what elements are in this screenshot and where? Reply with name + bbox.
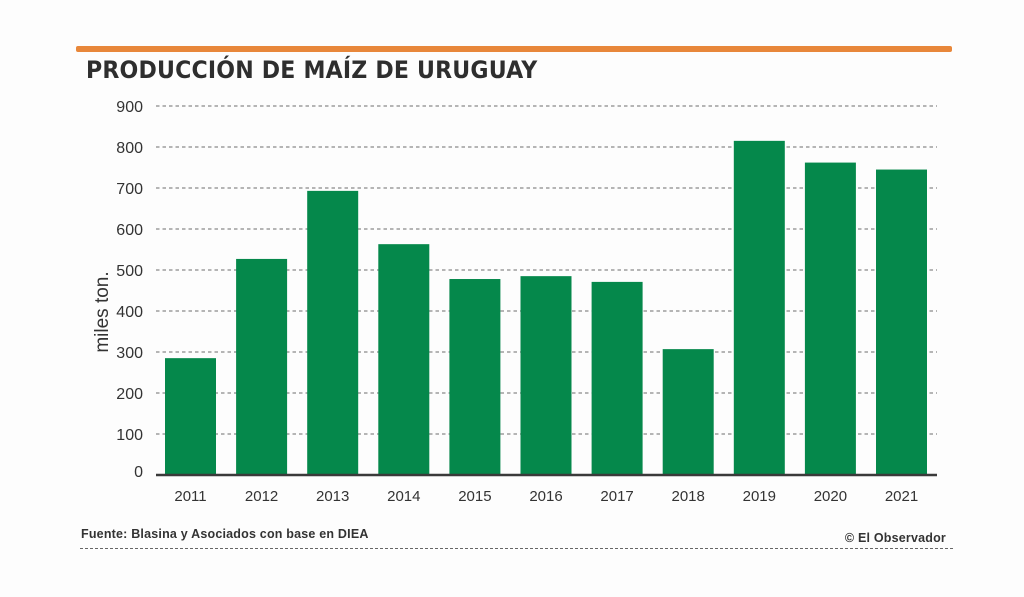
x-axis-ticks: 2011 2012 2013 2014 2015 2016 2017 2018 2019 2020… — [174, 488, 918, 505]
y-axis-ticks: 0 100 200 300 400 500 600 700 800 900 — [116, 99, 143, 481]
header-accent-rule — [76, 46, 952, 52]
x-tick-label: 2014 — [387, 488, 420, 505]
bar-2020 — [804, 162, 856, 475]
x-tick-label: 2016 — [529, 488, 562, 505]
y-axis-label: miles ton. — [92, 271, 113, 352]
bar-2018 — [662, 349, 714, 475]
y-tick-label: 200 — [116, 386, 143, 403]
x-tick-label: 2018 — [672, 488, 705, 505]
y-tick-label: 100 — [116, 427, 143, 444]
x-tick-label: 2012 — [245, 488, 278, 505]
footer-divider — [80, 548, 953, 549]
x-tick-label: 2011 — [174, 488, 206, 505]
y-tick-label: 0 — [134, 464, 143, 481]
chart-title: PRODUCCIÓN DE MAÍZ DE URUGUAY — [86, 56, 538, 84]
bar-2012 — [236, 258, 288, 475]
credit-note: © El Observador — [844, 531, 946, 545]
y-tick-label: 900 — [116, 99, 143, 116]
bars — [165, 140, 927, 476]
bar-2015 — [449, 279, 501, 475]
bar-2014 — [378, 244, 430, 475]
bar-2021 — [876, 169, 927, 476]
x-tick-label: 2019 — [743, 488, 776, 505]
source-note: Fuente: Blasina y Asociados con base en … — [81, 527, 369, 541]
x-tick-label: 2013 — [316, 488, 349, 505]
y-tick-label: 800 — [116, 140, 143, 157]
bar-2013 — [307, 190, 359, 475]
x-tick-label: 2015 — [458, 488, 491, 505]
x-tick-label: 2017 — [600, 488, 633, 505]
y-tick-label: 700 — [116, 181, 143, 198]
y-tick-label: 400 — [116, 304, 143, 321]
y-tick-label: 600 — [116, 222, 143, 239]
bar-2016 — [520, 276, 572, 475]
bar-2019 — [733, 140, 785, 475]
x-tick-label: 2020 — [814, 488, 847, 505]
bar-2011 — [165, 358, 216, 475]
bar-2017 — [591, 281, 643, 475]
y-tick-label: 300 — [116, 345, 143, 362]
x-tick-label: 2021 — [885, 488, 918, 505]
y-tick-label: 500 — [116, 263, 143, 280]
